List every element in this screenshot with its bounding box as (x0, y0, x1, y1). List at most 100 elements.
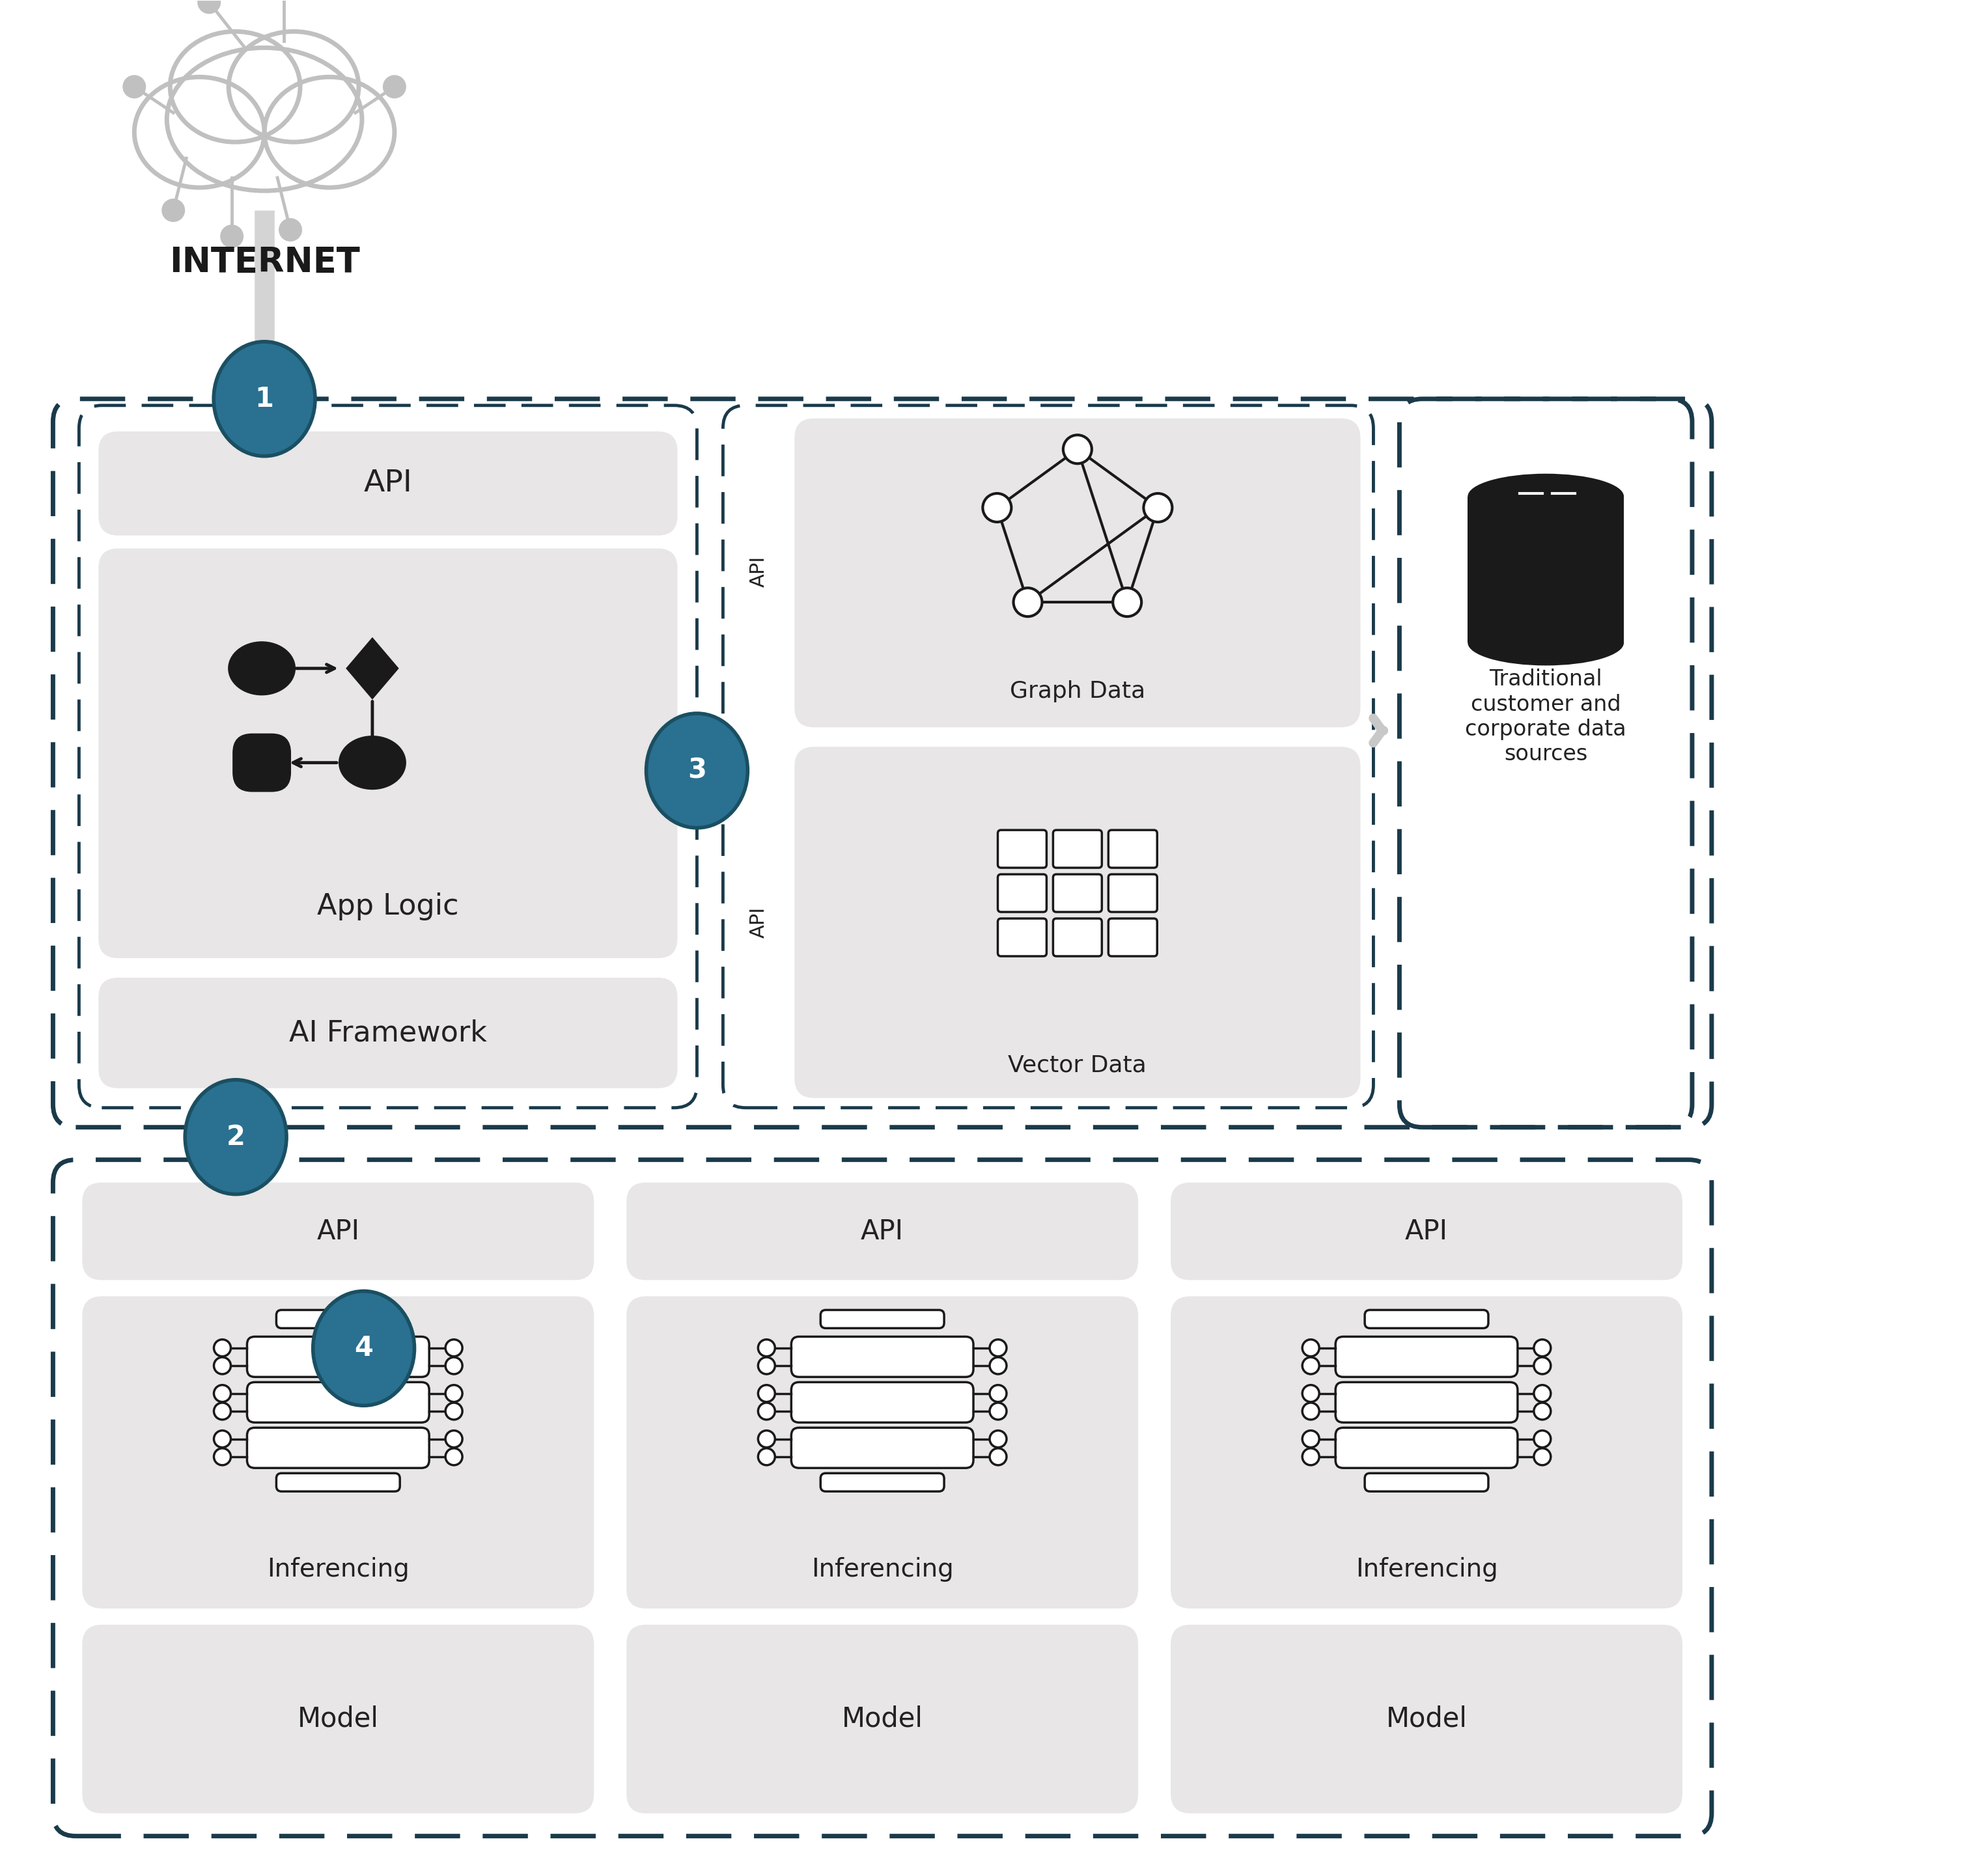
FancyBboxPatch shape (233, 734, 291, 792)
Circle shape (445, 1339, 463, 1356)
Circle shape (1062, 435, 1092, 463)
Circle shape (445, 1356, 463, 1373)
FancyBboxPatch shape (627, 1182, 1137, 1279)
Circle shape (1013, 587, 1042, 617)
FancyBboxPatch shape (247, 1428, 429, 1469)
FancyBboxPatch shape (247, 1336, 429, 1377)
Text: 3: 3 (688, 756, 706, 784)
FancyBboxPatch shape (1052, 919, 1102, 957)
Circle shape (758, 1356, 775, 1373)
Ellipse shape (135, 77, 265, 188)
Circle shape (214, 1339, 231, 1356)
Bar (1468, 546, 1624, 595)
Ellipse shape (214, 341, 315, 456)
Circle shape (214, 1448, 231, 1465)
Circle shape (1302, 1339, 1319, 1356)
Circle shape (1533, 1339, 1551, 1356)
FancyBboxPatch shape (1171, 1182, 1683, 1279)
Circle shape (758, 1431, 775, 1448)
Circle shape (989, 1384, 1007, 1401)
FancyBboxPatch shape (627, 1625, 1137, 1814)
Bar (1468, 497, 1624, 546)
Circle shape (445, 1403, 463, 1420)
Ellipse shape (166, 47, 362, 191)
Circle shape (384, 75, 405, 98)
FancyBboxPatch shape (1052, 874, 1102, 912)
Circle shape (758, 1448, 775, 1465)
Text: INTERNET: INTERNET (168, 246, 360, 280)
Text: AI Framework: AI Framework (289, 1019, 487, 1047)
Circle shape (989, 1339, 1007, 1356)
Circle shape (123, 75, 146, 98)
FancyBboxPatch shape (99, 431, 676, 535)
Circle shape (1533, 1356, 1551, 1373)
Circle shape (1533, 1384, 1551, 1401)
Text: API: API (750, 555, 767, 587)
FancyBboxPatch shape (277, 1473, 400, 1491)
Ellipse shape (1468, 522, 1624, 568)
FancyBboxPatch shape (791, 1336, 973, 1377)
Ellipse shape (1468, 570, 1624, 617)
FancyBboxPatch shape (821, 1309, 944, 1328)
FancyBboxPatch shape (1171, 1625, 1683, 1814)
Text: Model: Model (1387, 1705, 1468, 1733)
Circle shape (1143, 493, 1173, 522)
FancyBboxPatch shape (247, 1383, 429, 1422)
FancyBboxPatch shape (1365, 1473, 1487, 1491)
FancyBboxPatch shape (821, 1473, 944, 1491)
FancyBboxPatch shape (795, 747, 1361, 1097)
FancyBboxPatch shape (997, 919, 1046, 957)
Circle shape (1302, 1448, 1319, 1465)
Text: 1: 1 (255, 385, 273, 413)
FancyBboxPatch shape (1335, 1383, 1517, 1422)
Circle shape (1302, 1384, 1319, 1401)
Circle shape (445, 1431, 463, 1448)
FancyBboxPatch shape (795, 418, 1361, 728)
Circle shape (1302, 1403, 1319, 1420)
Circle shape (445, 1384, 463, 1401)
Circle shape (198, 0, 222, 13)
Circle shape (1533, 1403, 1551, 1420)
FancyBboxPatch shape (83, 1625, 593, 1814)
Text: Vector Data: Vector Data (1009, 1054, 1147, 1077)
Bar (1468, 595, 1624, 643)
Text: Inferencing: Inferencing (811, 1557, 953, 1581)
FancyBboxPatch shape (83, 1296, 593, 1608)
FancyBboxPatch shape (1335, 1428, 1517, 1469)
FancyBboxPatch shape (99, 548, 676, 959)
Circle shape (214, 1431, 231, 1448)
FancyBboxPatch shape (627, 1296, 1137, 1608)
Text: API: API (316, 1218, 360, 1246)
Text: API: API (750, 906, 767, 938)
FancyBboxPatch shape (997, 874, 1046, 912)
Text: Inferencing: Inferencing (1355, 1557, 1497, 1581)
Circle shape (279, 218, 303, 242)
Circle shape (1533, 1431, 1551, 1448)
FancyBboxPatch shape (1108, 919, 1157, 957)
Ellipse shape (647, 713, 748, 827)
Text: Inferencing: Inferencing (267, 1557, 409, 1581)
Circle shape (758, 1339, 775, 1356)
Ellipse shape (1468, 473, 1624, 520)
Ellipse shape (227, 642, 295, 696)
Text: 4: 4 (354, 1334, 374, 1362)
Ellipse shape (338, 735, 405, 790)
Circle shape (162, 199, 186, 221)
Text: API: API (364, 469, 411, 499)
Text: Graph Data: Graph Data (1009, 681, 1145, 704)
FancyBboxPatch shape (1335, 1336, 1517, 1377)
FancyBboxPatch shape (791, 1428, 973, 1469)
Circle shape (989, 1431, 1007, 1448)
FancyBboxPatch shape (277, 1309, 400, 1328)
FancyBboxPatch shape (1108, 874, 1157, 912)
FancyBboxPatch shape (1365, 1309, 1487, 1328)
FancyBboxPatch shape (1171, 1296, 1683, 1608)
Circle shape (989, 1356, 1007, 1373)
Circle shape (220, 225, 243, 248)
Circle shape (1114, 587, 1141, 617)
Text: API: API (860, 1218, 904, 1246)
Circle shape (1302, 1431, 1319, 1448)
Circle shape (758, 1403, 775, 1420)
Circle shape (989, 1403, 1007, 1420)
Polygon shape (346, 638, 400, 700)
